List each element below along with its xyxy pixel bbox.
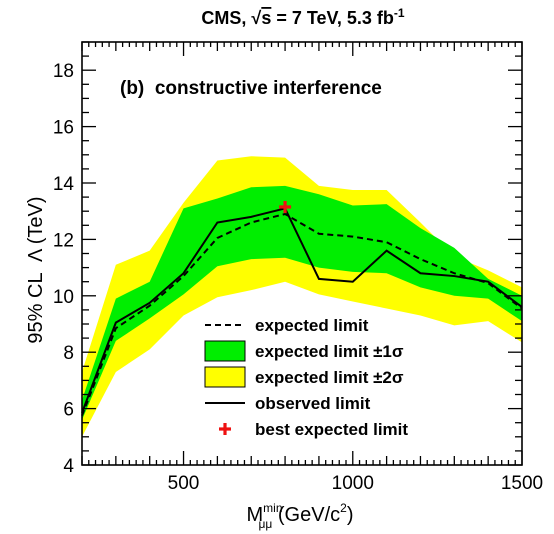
y-tick-label: 4 bbox=[63, 456, 74, 477]
markers-layer bbox=[279, 200, 292, 213]
y-tick-label: 8 bbox=[63, 343, 74, 364]
legend-entry: observed limit bbox=[205, 394, 371, 413]
chart-annotation: (b) constructive interference bbox=[120, 78, 382, 99]
title-s: s bbox=[261, 8, 271, 28]
y-axis-label: 95% CL Λ (TeV) bbox=[25, 196, 47, 343]
title-sqrt: √ bbox=[251, 8, 261, 28]
title-prefix: CMS, bbox=[201, 8, 251, 28]
lines-layer bbox=[81, 207, 523, 417]
legend-entry: expected limit ±1σ bbox=[204, 340, 404, 362]
axes: 4 6 8 10 12 14 16 18 500 1000 1500 bbox=[53, 41, 543, 494]
y-tick-label: 14 bbox=[53, 174, 75, 195]
legend-label: expected limit ±1σ bbox=[255, 342, 404, 361]
x-tick-label: 1500 bbox=[501, 473, 543, 494]
legend-label: observed limit bbox=[255, 394, 371, 413]
legend-entry: expected limit bbox=[205, 316, 369, 335]
bands-layer bbox=[82, 156, 522, 437]
title-lumi-sup: -1 bbox=[394, 6, 405, 20]
x-axis-label: Mmin μμ (GeV/c2) bbox=[247, 501, 354, 531]
legend-label: best expected limit bbox=[255, 420, 408, 439]
title-energy: = 7 TeV, 5.3 fb bbox=[271, 8, 394, 28]
legend-label: expected limit ±2σ bbox=[255, 368, 404, 387]
best-expected-marker bbox=[279, 200, 292, 213]
legend-swatch-band bbox=[204, 366, 246, 388]
band-1sigma bbox=[82, 185, 522, 420]
observed-limit-line bbox=[81, 207, 523, 414]
x-label-sub: μμ bbox=[259, 517, 273, 531]
x-tick-label: 500 bbox=[168, 473, 200, 494]
chart-title: CMS, √s = 7 TeV, 5.3 fb-1 bbox=[201, 6, 404, 28]
x-label-unit-sup: 2 bbox=[340, 501, 347, 515]
y-tick-label: 18 bbox=[53, 61, 74, 82]
legend-swatch-band bbox=[204, 340, 246, 362]
legend-swatch-cross bbox=[219, 423, 231, 435]
x-label-unit: (GeV/c bbox=[272, 504, 340, 526]
x-label-unit-end: ) bbox=[347, 504, 354, 526]
legend-entry: best expected limit bbox=[219, 420, 408, 439]
y-tick-label: 16 bbox=[53, 118, 74, 139]
y-tick-label: 10 bbox=[53, 287, 74, 308]
y-tick-label: 12 bbox=[53, 230, 74, 251]
legend-entry: expected limit ±2σ bbox=[204, 366, 404, 388]
expected-limit-line bbox=[81, 212, 523, 417]
legend: expected limit expected limit ±1σ expected… bbox=[204, 316, 408, 439]
x-label-sup: min bbox=[263, 501, 282, 515]
y-tick-label: 6 bbox=[63, 400, 74, 421]
x-tick-label: 1000 bbox=[332, 473, 374, 494]
legend-label: expected limit bbox=[255, 316, 369, 335]
x-label-main: M bbox=[247, 504, 264, 526]
